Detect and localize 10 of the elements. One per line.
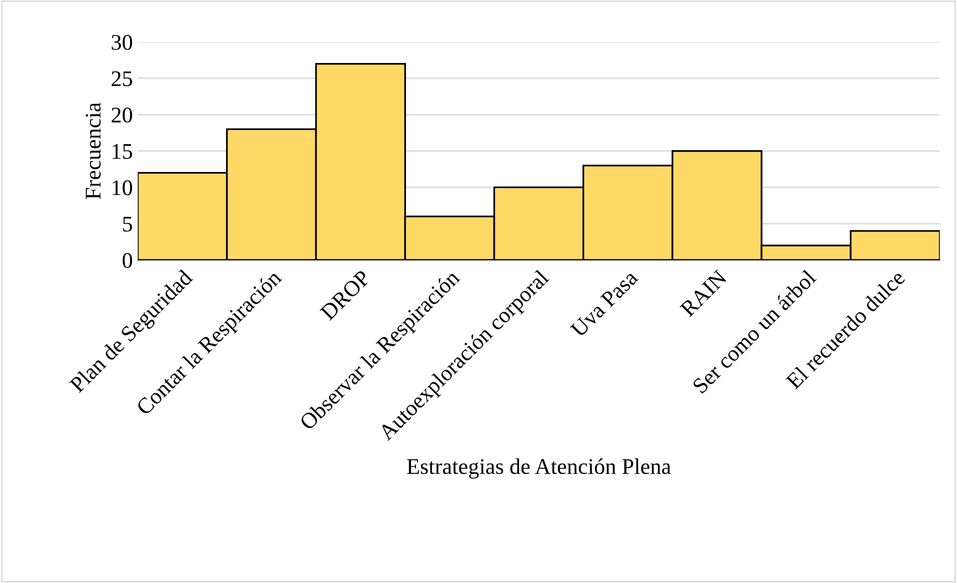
y-tick-label: 20 [112, 108, 132, 123]
y-tick-label: 30 [112, 34, 132, 50]
x-tick-label: Uva Pasa [570, 269, 639, 338]
y-tick-label: 25 [112, 71, 132, 86]
y-tick-label: 10 [112, 180, 132, 196]
y-tick-label: 0 [122, 252, 132, 268]
y-tick-label: 15 [112, 144, 132, 159]
x-axis-title: Estrategias de Atención Plena [407, 458, 671, 479]
y-axis-title: Frecuencia [86, 102, 101, 200]
y-tick-label: 5 [123, 216, 132, 232]
